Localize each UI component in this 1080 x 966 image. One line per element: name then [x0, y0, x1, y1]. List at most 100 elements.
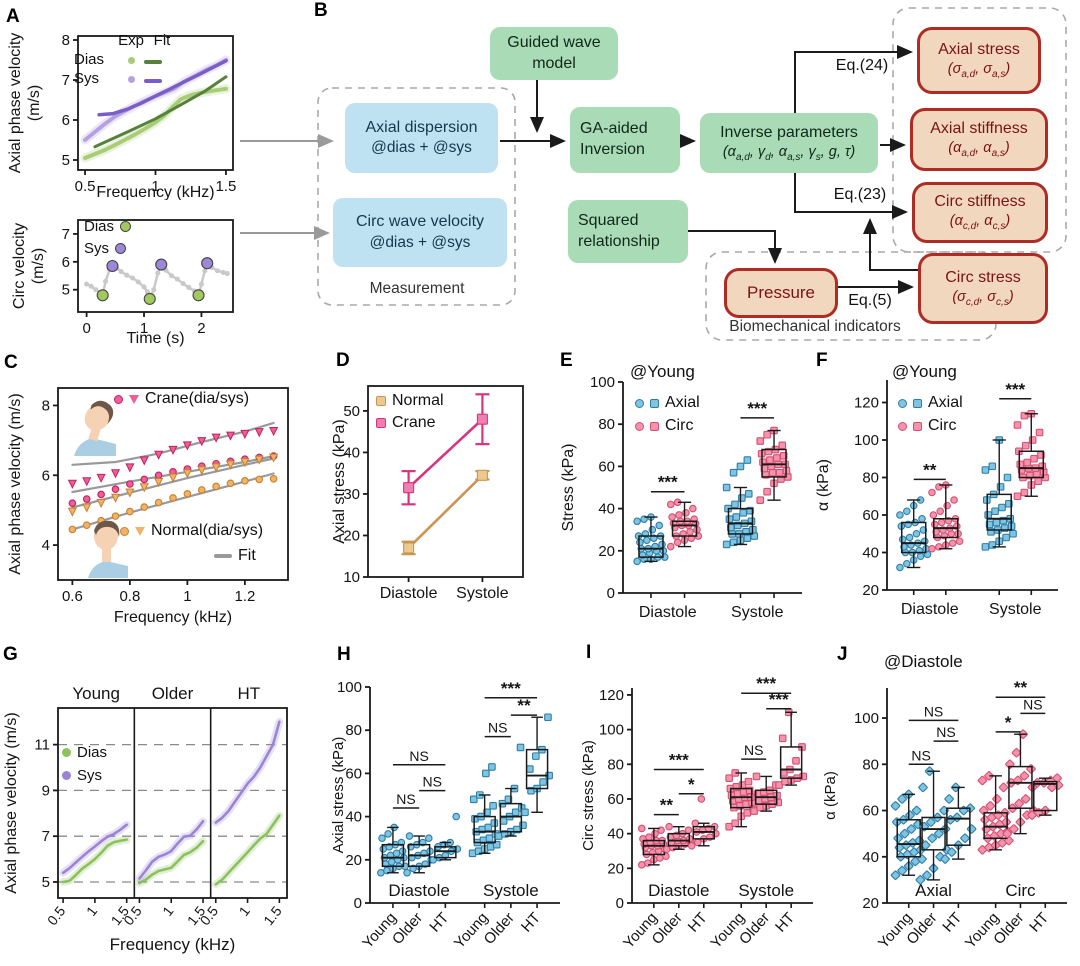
svg-text:120: 120 [599, 687, 624, 704]
legend-e-circ: Circ [635, 417, 693, 435]
legend-g-dias: Dias [62, 744, 107, 761]
panel-g: G 5 7 9 11 Young 0.5 1 1.5 Older 0.5 1 1.5 HT 0.5 1 1.5… [0, 640, 332, 966]
legend-axial-dispersion: Exp Fit Dias Sys [74, 32, 180, 87]
measurement-dashed-box [317, 87, 516, 306]
svg-text:HT: HT [518, 909, 544, 935]
panel-j: J @Diastole 20 40 60 80 100 α (kPa) Young Older… [820, 640, 1080, 966]
legend-circ-dias: Dias [84, 218, 132, 235]
circ-square-icon [913, 421, 922, 431]
svg-text:Axial phase velocity: Axial phase velocity [7, 33, 24, 174]
squared-relationship-box: Squared relationship [568, 200, 688, 263]
sys-dot-icon [62, 771, 71, 780]
legend-f-axial: Axial [898, 394, 963, 412]
svg-text:1: 1 [151, 178, 159, 195]
panel-f-title: @Young [892, 362, 957, 381]
svg-text:***: *** [669, 750, 689, 769]
svg-text:40: 40 [607, 826, 624, 843]
svg-text:NS: NS [911, 747, 930, 763]
svg-text:1.5: 1.5 [260, 903, 285, 928]
circ-wave-velocity-box: Circ wave velocity @dias + @sys [333, 198, 507, 267]
biomechanical-indicators-label: Biomechanical indicators [729, 318, 901, 335]
svg-text:***: *** [658, 473, 678, 492]
circ-circle-icon [898, 421, 907, 431]
svg-text:Diastole: Diastole [380, 585, 438, 602]
axial-dispersion-box: Axial dispersion @dias + @sys [345, 103, 498, 173]
svg-text:4: 4 [42, 537, 50, 554]
crane-square-icon [376, 418, 386, 428]
panel-f: F @Young 20 40 60 80 100 120 α (kPa) Diastole Sy… [810, 350, 1080, 645]
svg-text:Frequency (kHz): Frequency (kHz) [110, 935, 236, 954]
svg-text:1: 1 [159, 903, 177, 919]
indicators-dashed-box [892, 7, 1067, 253]
svg-text:Frequency (kHz): Frequency (kHz) [96, 184, 214, 200]
dias-exp-marker-icon [127, 57, 135, 64]
svg-text:Diastole: Diastole [648, 881, 709, 900]
eq23-label: Eq.(23) [833, 186, 887, 203]
svg-text:**: ** [517, 696, 531, 715]
panel-j-title: @Diastole [884, 652, 963, 671]
svg-text:1: 1 [83, 903, 101, 919]
arrow-parameters-to-circ-stiffness [794, 173, 908, 219]
svg-text:10: 10 [343, 569, 360, 586]
svg-text:**: ** [660, 796, 674, 815]
svg-text:80: 80 [598, 416, 615, 433]
panel-c-label: C [4, 352, 18, 373]
circ-stiffness-box: Circ stiffness (αc,d, αc,s) [912, 182, 1048, 243]
svg-text:Stress (kPa): Stress (kPa) [560, 443, 577, 531]
measurement-label: Measurement [369, 280, 465, 297]
crane-posture-head-icon [74, 400, 116, 456]
svg-text:Older: Older [152, 684, 194, 703]
svg-text:NS: NS [744, 742, 763, 758]
svg-text:0.5: 0.5 [44, 903, 69, 928]
svg-text:60: 60 [607, 791, 624, 808]
svg-text:40: 40 [598, 501, 615, 518]
panel-f-label: F [816, 350, 828, 371]
legend-d-crane: Crane [376, 414, 436, 432]
svg-text:30: 30 [343, 486, 360, 503]
svg-text:8: 8 [62, 32, 70, 49]
svg-text:2: 2 [197, 320, 205, 337]
panel-d: D 10 20 30 40 50 Diastole Systole Axial stress … [330, 350, 565, 645]
axial-stress-box: Axial stress (σa,d, σa,s) [917, 27, 1041, 94]
circ-square-icon [650, 421, 659, 431]
svg-text:0.5: 0.5 [75, 178, 96, 195]
panel-e: E @Young 0 20 40 60 80 100 Stress (kPa) Diastol… [555, 350, 810, 645]
svg-text:HT: HT [772, 909, 798, 935]
svg-text:NS: NS [936, 724, 955, 740]
crane-circle-icon [114, 394, 123, 404]
sys-marker-icon [115, 243, 127, 254]
svg-text:HT: HT [1026, 909, 1052, 935]
legend-circ-sys: Sys [84, 240, 127, 257]
svg-text:Frequency (kHz): Frequency (kHz) [114, 609, 232, 626]
flowchart-arrows [240, 7, 1067, 341]
arrow-circ-stress-to-circ-stiffness [863, 218, 918, 271]
legend-e-axial: Axial [635, 394, 700, 412]
svg-text:40: 40 [862, 545, 879, 562]
svg-text:20: 20 [345, 852, 362, 869]
svg-text:0: 0 [616, 895, 624, 912]
svg-text:***: *** [756, 674, 776, 693]
legend-crane: Crane(dia/sys) [114, 390, 249, 408]
svg-text:0: 0 [82, 320, 90, 337]
svg-text:5: 5 [62, 152, 70, 169]
axial-stress-errorbar-chart: 10 20 30 40 50 Diastole Systole Axial stress (k… [331, 385, 524, 602]
panel-b-label: B [314, 0, 328, 21]
panel-a-label: A [6, 6, 20, 27]
svg-text:Systole: Systole [483, 881, 539, 900]
svg-text:40: 40 [862, 849, 879, 866]
svg-text:0.6: 0.6 [62, 588, 83, 605]
svg-text:Axial phase velocity (m/s): Axial phase velocity (m/s) [3, 712, 20, 893]
svg-text:100: 100 [590, 374, 615, 391]
svg-text:40: 40 [345, 809, 362, 826]
dias-dot-icon [62, 748, 71, 757]
svg-text:Young: Young [72, 684, 120, 703]
eq5-label: Eq.(5) [848, 292, 892, 309]
svg-text:Circ: Circ [1005, 881, 1036, 900]
svg-text:Older: Older [481, 909, 518, 948]
circ-stress-box: Circ stress (σc,d, σc,s) [918, 253, 1048, 324]
fit-line-icon [214, 554, 232, 558]
